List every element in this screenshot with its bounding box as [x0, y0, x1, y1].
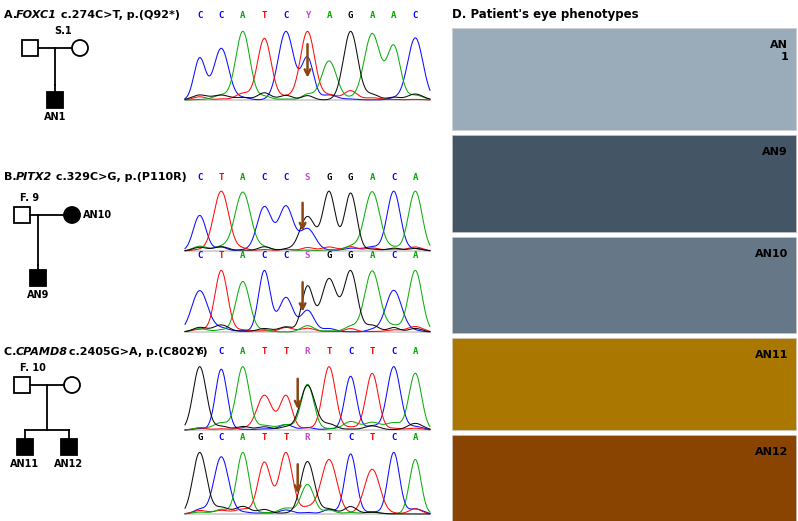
- Text: A: A: [413, 252, 418, 260]
- Text: A: A: [413, 172, 418, 181]
- Bar: [14, 207, 30, 223]
- Text: PITX2: PITX2: [16, 172, 52, 182]
- Text: AN10: AN10: [83, 210, 113, 220]
- Text: A: A: [369, 252, 375, 260]
- Bar: [452, 135, 796, 232]
- Bar: [452, 237, 796, 333]
- Text: F. 10: F. 10: [20, 363, 45, 373]
- Text: c.329C>G, p.(P110R): c.329C>G, p.(P110R): [52, 172, 187, 182]
- Text: D. Patient's eye phenotypes: D. Patient's eye phenotypes: [452, 8, 638, 21]
- Text: AN12: AN12: [54, 459, 84, 469]
- Text: A: A: [413, 348, 418, 356]
- Text: C: C: [219, 10, 224, 19]
- Text: C: C: [283, 252, 289, 260]
- Text: F. 9: F. 9: [20, 193, 39, 203]
- Text: C: C: [283, 172, 289, 181]
- Text: A.: A.: [4, 10, 21, 20]
- Text: C: C: [262, 172, 267, 181]
- Text: A: A: [391, 10, 397, 19]
- Text: Y: Y: [305, 10, 310, 19]
- Text: A: A: [413, 432, 418, 441]
- Text: C: C: [348, 432, 354, 441]
- Text: C.: C.: [4, 347, 20, 357]
- Text: C: C: [391, 252, 397, 260]
- Text: c.2405G>A, p.(C802Y): c.2405G>A, p.(C802Y): [65, 347, 207, 357]
- Text: AN12: AN12: [755, 447, 788, 457]
- Text: T: T: [262, 10, 267, 19]
- Text: A: A: [369, 172, 375, 181]
- Text: AN9: AN9: [762, 147, 788, 157]
- Text: G: G: [326, 252, 332, 260]
- Text: T: T: [283, 432, 289, 441]
- Text: A: A: [240, 10, 246, 19]
- Text: C: C: [413, 10, 418, 19]
- Text: C: C: [197, 172, 203, 181]
- Bar: [22, 40, 38, 56]
- Text: CPAMD8: CPAMD8: [16, 347, 68, 357]
- Text: C: C: [391, 432, 397, 441]
- Text: S: S: [305, 172, 310, 181]
- Text: S: S: [305, 252, 310, 260]
- Text: T: T: [262, 432, 267, 441]
- Text: G: G: [348, 252, 354, 260]
- Text: A: A: [326, 10, 332, 19]
- Text: AN11: AN11: [10, 459, 40, 469]
- Text: AN10: AN10: [755, 249, 788, 259]
- Bar: [452, 339, 796, 430]
- Text: T: T: [326, 432, 332, 441]
- Text: A: A: [240, 172, 246, 181]
- Bar: [47, 92, 63, 108]
- Text: T: T: [219, 252, 224, 260]
- Bar: [30, 270, 46, 286]
- Text: c.274C>T, p.(Q92*): c.274C>T, p.(Q92*): [57, 10, 180, 20]
- Text: T: T: [326, 348, 332, 356]
- Bar: [452, 29, 796, 130]
- Circle shape: [64, 207, 80, 223]
- Text: T: T: [219, 172, 224, 181]
- Text: AN1: AN1: [44, 112, 66, 122]
- Text: AN11: AN11: [755, 351, 788, 361]
- Text: G: G: [348, 172, 354, 181]
- Text: A: A: [369, 10, 375, 19]
- Text: R: R: [305, 348, 310, 356]
- Text: G: G: [197, 432, 203, 441]
- Text: C: C: [219, 432, 224, 441]
- Text: C: C: [262, 252, 267, 260]
- Text: T: T: [283, 348, 289, 356]
- Text: C: C: [348, 348, 354, 356]
- Text: C: C: [219, 348, 224, 356]
- Text: G: G: [197, 348, 203, 356]
- Text: B.: B.: [4, 172, 21, 182]
- Text: T: T: [262, 348, 267, 356]
- Text: R: R: [305, 432, 310, 441]
- Text: FOXC1: FOXC1: [16, 10, 57, 20]
- Text: A: A: [240, 348, 246, 356]
- Text: AN
1: AN 1: [770, 41, 788, 62]
- Text: C: C: [283, 10, 289, 19]
- Text: C: C: [197, 252, 203, 260]
- Text: A: A: [240, 432, 246, 441]
- Text: C: C: [197, 10, 203, 19]
- Bar: [452, 435, 796, 521]
- Text: S.1: S.1: [54, 26, 72, 36]
- Text: C: C: [391, 172, 397, 181]
- Text: T: T: [369, 348, 375, 356]
- Text: AN9: AN9: [27, 290, 49, 300]
- Text: A: A: [240, 252, 246, 260]
- Text: T: T: [369, 432, 375, 441]
- Text: G: G: [348, 10, 354, 19]
- Bar: [17, 439, 33, 455]
- Bar: [61, 439, 77, 455]
- Bar: [14, 377, 30, 393]
- Text: G: G: [326, 172, 332, 181]
- Text: C: C: [391, 348, 397, 356]
